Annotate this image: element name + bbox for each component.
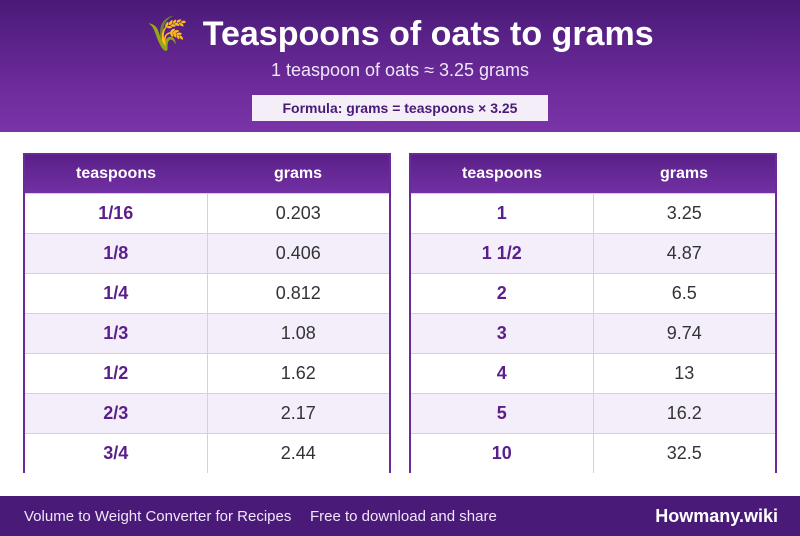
grams-cell: 6.5 <box>671 283 697 303</box>
grams-cell: 9.74 <box>666 323 702 343</box>
table-row: 1/2 1.62 <box>25 353 389 393</box>
table-row: 1/4 0.812 <box>25 273 389 313</box>
table-row: 1/3 1.08 <box>25 313 389 353</box>
grams-cell: 4.87 <box>666 243 702 263</box>
table-row: 1/16 0.203 <box>25 193 389 233</box>
table-row: 4 13 <box>411 353 775 393</box>
teaspoons-cell: 2 <box>411 274 594 313</box>
table-row: 10 32.5 <box>411 433 775 473</box>
wheat-icon: 🌾 <box>146 15 189 53</box>
grams-cell: 2.44 <box>280 443 316 463</box>
teaspoons-cell: 2/3 <box>25 394 208 433</box>
table-row: 3 9.74 <box>411 313 775 353</box>
table-row: 1/8 0.406 <box>25 233 389 273</box>
column-header-teaspoons: teaspoons <box>461 165 542 182</box>
table-row: 2/3 2.17 <box>25 393 389 433</box>
table-row: 5 16.2 <box>411 393 775 433</box>
grams-cell: 2.17 <box>280 403 316 423</box>
table-row: 2 6.5 <box>411 273 775 313</box>
teaspoons-cell: 1/2 <box>25 354 208 393</box>
footer: Volume to Weight Converter for Recipes F… <box>0 496 800 536</box>
footer-share-note: Free to download and share <box>310 507 497 525</box>
table-header: teaspoons grams <box>411 155 775 193</box>
header: 🌾 Teaspoons of oats to grams 1 teaspoon … <box>0 0 800 132</box>
grams-cell: 13 <box>674 363 695 383</box>
teaspoons-cell: 3 <box>411 314 594 353</box>
formula-badge: Formula: grams = teaspoons × 3.25 <box>252 95 548 121</box>
teaspoons-cell: 1/8 <box>25 234 208 273</box>
table-row: 3/4 2.44 <box>25 433 389 473</box>
teaspoons-cell: 4 <box>411 354 594 393</box>
teaspoons-cell: 1/4 <box>25 274 208 313</box>
column-header-grams: grams <box>659 165 709 182</box>
grams-cell: 0.812 <box>275 283 321 303</box>
table-row: 1 3.25 <box>411 193 775 233</box>
grams-cell: 1.62 <box>280 363 316 383</box>
conversion-table-right: teaspoons grams 1 3.25 1 1/2 4.87 2 6.5 … <box>409 153 777 473</box>
title-row: 🌾 Teaspoons of oats to grams <box>0 10 800 58</box>
conversion-table-left: teaspoons grams 1/16 0.203 1/8 0.406 1/4… <box>23 153 391 473</box>
teaspoons-cell: 1 1/2 <box>411 234 594 273</box>
teaspoons-cell: 3/4 <box>25 434 208 473</box>
teaspoons-cell: 1/16 <box>25 194 208 233</box>
grams-cell: 0.203 <box>275 203 321 223</box>
column-header-grams: grams <box>273 165 323 182</box>
column-header-teaspoons: teaspoons <box>75 165 156 182</box>
subtitle: 1 teaspoon of oats ≈ 3.25 grams <box>270 60 530 80</box>
table-row: 1 1/2 4.87 <box>411 233 775 273</box>
teaspoons-cell: 1 <box>411 194 594 233</box>
table-header: teaspoons grams <box>25 155 389 193</box>
footer-tagline: Volume to Weight Converter for Recipes <box>24 507 292 525</box>
grams-cell: 0.406 <box>275 243 321 263</box>
teaspoons-cell: 1/3 <box>25 314 208 353</box>
teaspoons-cell: 5 <box>411 394 594 433</box>
grams-cell: 32.5 <box>666 443 702 463</box>
page-title: Teaspoons of oats to grams <box>202 14 654 53</box>
grams-cell: 16.2 <box>666 403 702 423</box>
grams-cell: 3.25 <box>666 203 702 223</box>
grams-cell: 1.08 <box>280 323 316 343</box>
teaspoons-cell: 10 <box>411 434 594 473</box>
brand-link[interactable]: Howmany.wiki <box>655 505 778 526</box>
